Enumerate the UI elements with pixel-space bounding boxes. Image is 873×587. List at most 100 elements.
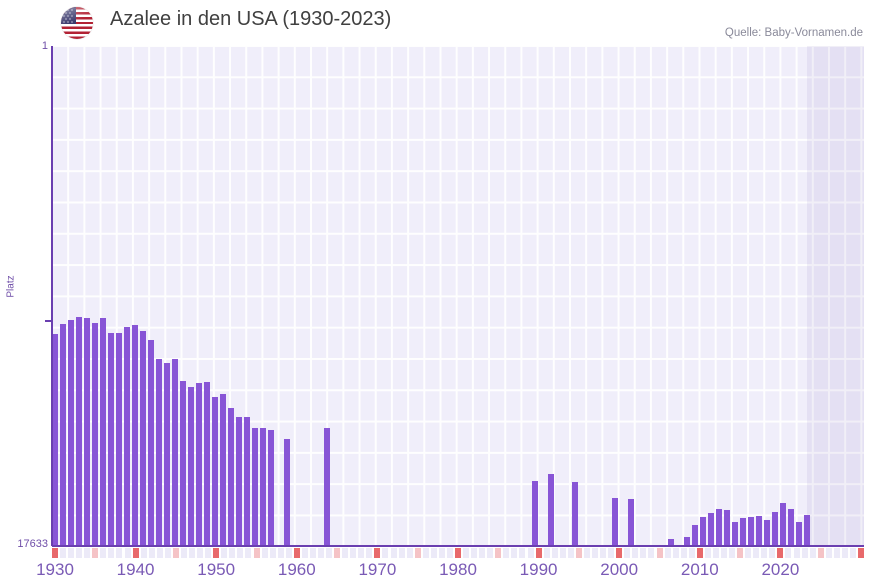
year-marker-1961 <box>301 548 308 558</box>
year-marker-1982 <box>471 548 478 558</box>
year-marker-1944 <box>164 548 171 558</box>
year-marker-2019 <box>769 548 776 558</box>
bar-1946[interactable] <box>180 381 186 546</box>
year-marker-1996 <box>583 548 590 558</box>
year-marker-2025 <box>817 548 824 558</box>
bar-2016[interactable] <box>740 518 746 546</box>
bar-2012[interactable] <box>708 513 714 546</box>
us-flag-icon <box>61 7 93 39</box>
bar-1931[interactable] <box>60 324 66 546</box>
bar-1957[interactable] <box>268 430 274 546</box>
year-marker-1974 <box>406 548 413 558</box>
bar-2010[interactable] <box>692 525 698 546</box>
bar-1937[interactable] <box>108 333 114 546</box>
year-marker-1947 <box>189 548 196 558</box>
bar-2017[interactable] <box>748 517 754 546</box>
year-marker-2015 <box>737 548 744 558</box>
year-marker-2005 <box>656 548 663 558</box>
y-axis-tick-mark <box>45 320 52 322</box>
x-axis-tick-labels: 1930 1940 1950 1960 1970 1980 1990 2000 2010 2020 <box>36 560 864 586</box>
bar-1935[interactable] <box>92 323 98 546</box>
year-marker-2012 <box>712 548 719 558</box>
bar-1956[interactable] <box>260 428 266 546</box>
bar-2024[interactable] <box>804 515 810 546</box>
year-marker-1983 <box>479 548 486 558</box>
year-marker-1984 <box>487 548 494 558</box>
bar-1964[interactable] <box>324 428 330 546</box>
bar-2002[interactable] <box>628 499 634 546</box>
year-marker-1994 <box>567 548 574 558</box>
bar-2000[interactable] <box>612 498 618 546</box>
bar-1951[interactable] <box>220 394 226 546</box>
year-marker-2009 <box>688 548 695 558</box>
bar-1949[interactable] <box>204 382 210 546</box>
year-marker-2018 <box>761 548 768 558</box>
year-marker-2008 <box>680 548 687 558</box>
year-marker-1937 <box>108 548 115 558</box>
bar-1934[interactable] <box>84 318 90 546</box>
bar-2009[interactable] <box>684 537 690 546</box>
bar-1953[interactable] <box>236 417 242 546</box>
year-marker-1986 <box>503 548 510 558</box>
bar-2020[interactable] <box>772 512 778 546</box>
year-marker-2028 <box>841 548 848 558</box>
bar-2015[interactable] <box>732 522 738 546</box>
chart-gridlines <box>52 46 864 546</box>
year-marker-1950 <box>213 548 220 558</box>
bar-1947[interactable] <box>188 387 194 546</box>
year-marker-1975 <box>414 548 421 558</box>
y-axis-line <box>51 46 53 546</box>
bar-1995[interactable] <box>572 482 578 546</box>
bar-2022[interactable] <box>788 509 794 546</box>
bar-1950[interactable] <box>212 397 218 546</box>
bar-1945[interactable] <box>172 359 178 546</box>
bar-1952[interactable] <box>228 408 234 546</box>
year-marker-1976 <box>422 548 429 558</box>
year-marker-2027 <box>833 548 840 558</box>
year-marker-1987 <box>511 548 518 558</box>
year-marker-1955 <box>253 548 260 558</box>
bar-1930[interactable] <box>52 334 58 546</box>
bar-1990[interactable] <box>532 481 538 546</box>
bar-1941[interactable] <box>140 331 146 546</box>
bar-2021[interactable] <box>780 503 786 546</box>
bar-1948[interactable] <box>196 383 202 546</box>
bar-1933[interactable] <box>76 317 82 546</box>
year-marker-1990 <box>535 548 542 558</box>
bar-1939[interactable] <box>124 327 130 546</box>
bar-1959[interactable] <box>284 439 290 546</box>
bar-1954[interactable] <box>244 417 250 546</box>
bar-1932[interactable] <box>68 320 74 546</box>
bar-2011[interactable] <box>700 517 706 546</box>
bar-2013[interactable] <box>716 509 722 546</box>
year-marker-1957 <box>269 548 276 558</box>
year-marker-1959 <box>285 548 292 558</box>
bar-1938[interactable] <box>116 333 122 546</box>
year-marker-1931 <box>60 548 67 558</box>
year-marker-2029 <box>849 548 856 558</box>
bar-2023[interactable] <box>796 522 802 546</box>
bar-2018[interactable] <box>756 516 762 546</box>
year-marker-1970 <box>374 548 381 558</box>
year-marker-1972 <box>390 548 397 558</box>
bar-1936[interactable] <box>100 318 106 546</box>
year-marker-1949 <box>205 548 212 558</box>
bar-1942[interactable] <box>148 340 154 546</box>
year-marker-2006 <box>664 548 671 558</box>
year-marker-1960 <box>293 548 300 558</box>
year-marker-2021 <box>785 548 792 558</box>
bar-2019[interactable] <box>764 520 770 546</box>
x-tick-label-1980: 1980 <box>439 560 477 579</box>
bar-1955[interactable] <box>252 428 258 546</box>
bar-2007[interactable] <box>668 539 674 546</box>
bar-1992[interactable] <box>548 474 554 546</box>
year-marker-1973 <box>398 548 405 558</box>
bar-1943[interactable] <box>156 359 162 546</box>
year-marker-1940 <box>132 548 139 558</box>
year-marker-1985 <box>495 548 502 558</box>
bar-1944[interactable] <box>164 363 170 546</box>
bar-2014[interactable] <box>724 510 730 546</box>
year-marker-1964 <box>326 548 333 558</box>
year-marker-1946 <box>180 548 187 558</box>
bar-1940[interactable] <box>132 325 138 546</box>
